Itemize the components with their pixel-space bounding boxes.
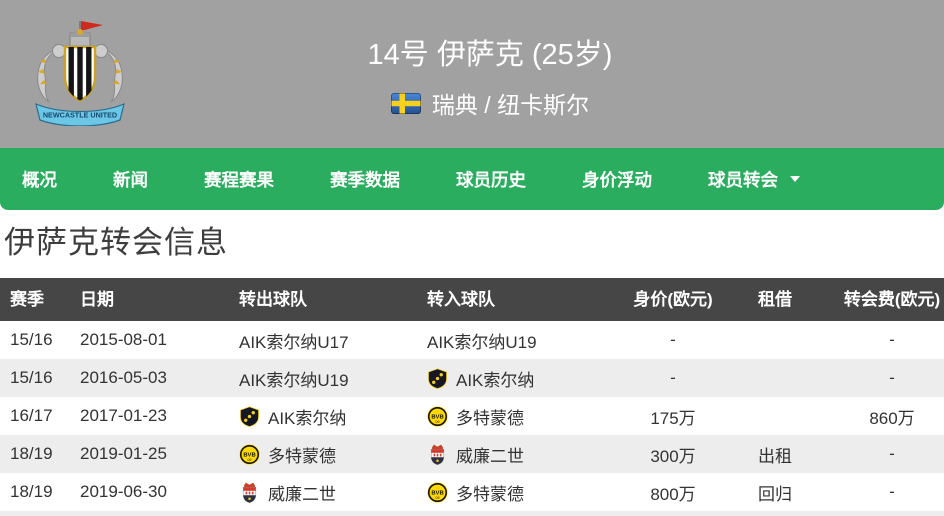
club-name: 威廉二世 [268,484,336,504]
table-row: 18/19 2019-01-25 BVB 09 多特蒙德 威廉二世 300万 出租 - [0,435,944,473]
club-name: 多特蒙德 [456,484,524,504]
page-title: 伊萨克转会信息 [4,225,228,260]
season-cell: 16/17 [10,406,53,425]
season-cell: 15/16 [10,368,53,387]
club-name: AIK索尔纳U19 [239,370,349,390]
from-team-cell: AIK索尔纳 [239,397,427,435]
nav-item-transfers[interactable]: 球员转会 [708,167,800,192]
loan-status-cell [734,397,816,435]
column-header: 租借 [758,290,792,309]
from-team-cell: AIK索尔纳U17 [239,321,427,359]
column-header: 转出球队 [239,290,307,309]
club-name: AIK索尔纳 [268,408,347,428]
column-header: 日期 [80,290,114,309]
season-cell: 18/19 [10,482,53,501]
from-team-cell: AIK索尔纳U19 [239,359,427,397]
nav-item-label: 赛季数据 [330,169,400,190]
transfer-fee-cell: 860万 [869,408,915,428]
transfer-fee-cell: - [889,368,895,387]
market-value-cell: 300万 [650,446,696,466]
nav-item-label: 新闻 [113,169,148,190]
column-header: 转会费(欧元) [843,290,941,309]
from-team-cell: 威廉二世 [239,473,427,511]
svg-text:09: 09 [436,495,440,499]
transfer-fee-cell: - [889,330,895,349]
bvb-club-logo-icon: BVB 09 [427,481,448,503]
transfer-table-header: 赛季 日期 转出球队 转入球队 身价(欧元) 租借 转会费(欧元) [0,278,944,321]
player-header: NEWCASTLE UNITED 14号 伊萨克 (25岁) 瑞典 / 纽卡斯尔 [0,0,944,148]
crest-banner-text: NEWCASTLE UNITED [43,111,117,120]
nav-bar: 概况 新闻 赛程赛果 赛季数据 球员历史 身价浮动 球员转会 [0,148,944,210]
aik-club-logo-icon [239,405,260,427]
market-value-cell: 175万 [650,408,696,428]
svg-text:BVB: BVB [243,452,255,458]
transfer-fee-cell: - [889,482,895,501]
date-cell: 2017-01-23 [80,406,167,425]
nav-item-label: 赛程赛果 [204,169,274,190]
nav-item-player-history[interactable]: 球员历史 [456,167,526,192]
date-cell: 2019-06-30 [80,482,167,501]
to-team-cell: 威廉二世 [427,435,612,473]
transfer-table-body: 15/16 2015-08-01 AIK索尔纳U17 AIK索尔纳U19- -15/16… [0,321,944,511]
from-team-cell: BVB 09 多特蒙德 [239,435,427,473]
nav-item-label: 身价浮动 [582,169,652,190]
nav-item-label: 球员历史 [456,169,526,190]
club-name: AIK索尔纳U19 [427,332,537,352]
date-cell: 2019-01-25 [80,444,167,463]
player-title: 14号 伊萨克 (25岁) [367,39,613,71]
to-team-cell: AIK索尔纳U19 [427,321,612,359]
date-cell: 2016-05-03 [80,368,167,387]
date-cell: 2015-08-01 [80,330,167,349]
to-team-cell: AIK索尔纳 [427,359,612,397]
table-row: 18/19 2019-06-30 威廉二世 BVB 09 多特蒙德 800万 回归 - [0,473,944,511]
season-cell: 18/19 [10,444,53,463]
next-row-partial [0,511,944,516]
willem-club-logo-icon [427,444,448,465]
market-value-cell: 800万 [650,484,696,504]
nav-item-label: 概况 [22,169,57,190]
svg-text:BVB: BVB [431,490,443,496]
chevron-down-icon [790,176,800,182]
nav-item-label: 球员转会 [708,169,778,190]
nationality-club-label: 瑞典 / 纽卡斯尔 [431,92,590,118]
nav-item-fixtures-results[interactable]: 赛程赛果 [204,167,274,192]
column-header: 赛季 [10,290,44,309]
loan-status-cell: 回归 [758,484,792,504]
svg-text:BVB: BVB [431,414,443,420]
to-team-cell: BVB 09 多特蒙德 [427,473,612,511]
table-row: 15/16 2016-05-03 AIK索尔纳U19 AIK索尔纳 - - [0,359,944,397]
willem-club-logo-icon [239,482,260,503]
club-name: AIK索尔纳 [456,370,535,390]
svg-text:09: 09 [436,419,440,423]
to-team-cell: BVB 09 多特蒙德 [427,397,612,435]
transfer-fee-cell: - [889,444,895,463]
nav-item-overview[interactable]: 概况 [22,167,57,192]
newcastle-united-crest-logo[interactable]: NEWCASTLE UNITED [32,18,128,126]
sweden-flag-icon [390,92,421,114]
nav-item-season-stats[interactable]: 赛季数据 [330,167,400,192]
bvb-club-logo-icon: BVB 09 [427,405,448,427]
nav-item-market-value-trend[interactable]: 身价浮动 [582,167,652,192]
svg-text:09: 09 [248,457,252,461]
table-row: 15/16 2015-08-01 AIK索尔纳U17 AIK索尔纳U19 - - [0,321,944,359]
club-name: AIK索尔纳U17 [239,332,349,352]
market-value-cell: - [670,330,676,349]
column-header: 转入球队 [427,290,495,309]
nav-item-news[interactable]: 新闻 [113,167,148,192]
season-cell: 15/16 [10,330,53,349]
club-name: 多特蒙德 [456,408,524,428]
bvb-club-logo-icon: BVB 09 [239,443,260,465]
loan-status-cell: 出租 [758,446,792,466]
market-value-cell: - [670,368,676,387]
loan-status-cell [734,359,816,397]
column-header: 身价(欧元) [633,290,713,309]
aik-club-logo-icon [427,367,448,389]
table-row: 16/17 2017-01-23 AIK索尔纳 BVB 09 多特蒙德 175万 860万 [0,397,944,435]
loan-status-cell [734,321,816,359]
player-subtitle: 瑞典 / 纽卡斯尔 [18,86,944,120]
club-name: 威廉二世 [456,446,524,466]
club-name: 多特蒙德 [268,446,336,466]
